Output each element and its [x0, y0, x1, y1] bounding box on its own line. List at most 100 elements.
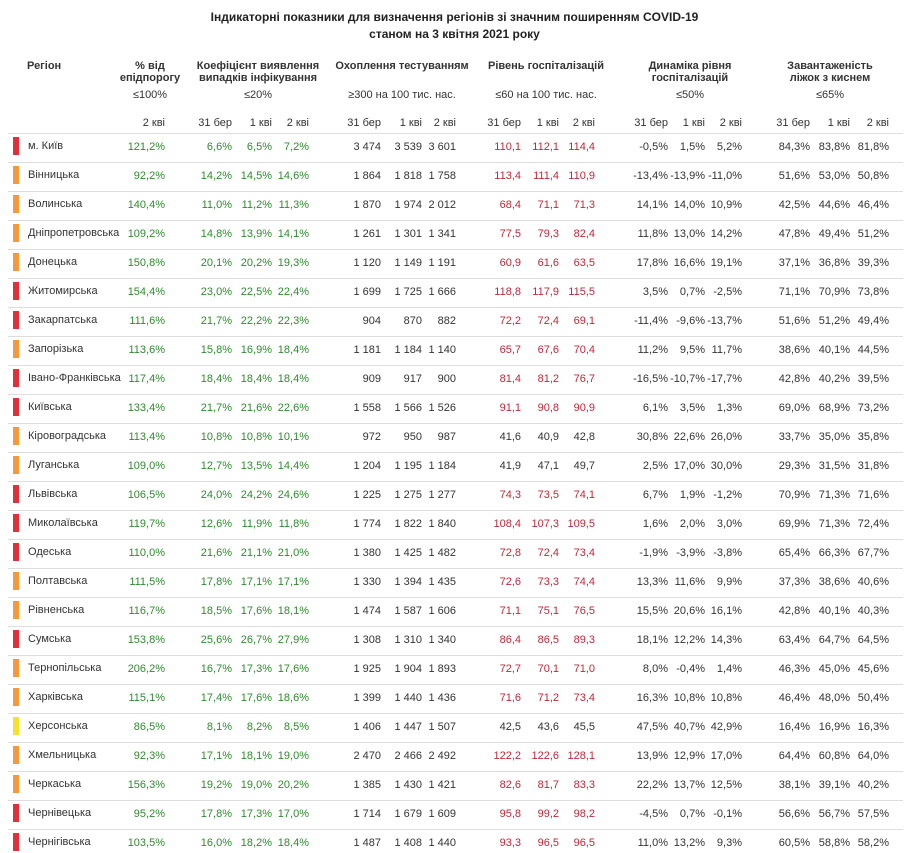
cell: 19,3%	[277, 257, 309, 269]
cell: 92,2%	[133, 170, 165, 182]
cell: 110,1	[494, 141, 521, 153]
cell: 71,3%	[818, 518, 850, 530]
cell: 18,1%	[240, 750, 272, 762]
cell: 1 818	[394, 170, 422, 182]
cell: 60,9	[499, 257, 521, 269]
cell: 1 341	[428, 228, 456, 240]
cell: 86,4	[499, 634, 521, 646]
cell: 18,2%	[240, 837, 272, 849]
cell: 109,2%	[127, 228, 165, 240]
cell: -16,5%	[633, 373, 668, 385]
cell: 46,4%	[778, 692, 810, 704]
cell: -0,5%	[639, 141, 668, 153]
row-line	[8, 510, 903, 511]
cell: 17,6%	[240, 605, 272, 617]
cell: 11,0%	[637, 837, 668, 849]
cell: 42,5	[499, 721, 521, 733]
subtitle: станом на 3 квітня 2021 року	[369, 27, 540, 41]
cell: -9,6%	[676, 315, 705, 327]
cell: 90,8	[537, 402, 559, 414]
cell: 40,3%	[857, 605, 889, 617]
region: Миколаївська	[28, 517, 98, 529]
cell: 93,3	[499, 837, 521, 849]
cell: 58,8%	[818, 837, 850, 849]
cell: 74,1	[573, 489, 595, 501]
region-header: Регіон	[27, 60, 62, 72]
cell: 37,1%	[778, 257, 810, 269]
region: Тернопільська	[28, 662, 102, 674]
cell: 40,1%	[818, 344, 850, 356]
region: Хмельницька	[28, 749, 97, 761]
cell: 16,0%	[200, 837, 232, 849]
cell: 49,4%	[818, 228, 850, 240]
cell: 1 609	[428, 808, 456, 820]
group-title: % від	[135, 60, 165, 72]
cell: 17,4%	[200, 692, 232, 704]
cell: 1 406	[353, 721, 381, 733]
cell: 1 679	[394, 808, 422, 820]
cell: 71,3%	[818, 489, 850, 501]
cell: 17,6%	[240, 692, 272, 704]
cell: 14,1%	[277, 228, 309, 240]
cell: 44,6%	[818, 199, 850, 211]
cell: 67,7%	[857, 547, 889, 559]
cell: 1 301	[394, 228, 422, 240]
cell: 107,3	[531, 518, 559, 530]
cell: 972	[362, 431, 381, 443]
cell: 1 277	[428, 489, 456, 501]
cell: 45,0%	[818, 663, 850, 675]
cell: 8,1%	[206, 721, 232, 733]
cell: 1 421	[428, 779, 456, 791]
cell: 8,2%	[246, 721, 272, 733]
row-line	[8, 742, 903, 743]
cell: 3 474	[353, 141, 381, 153]
cell: 86,5%	[133, 721, 165, 733]
region: Луганська	[28, 459, 80, 471]
cell: 82,4	[573, 228, 595, 240]
cell: 96,5	[537, 837, 559, 849]
row-line	[8, 249, 903, 250]
cell: 116,7%	[128, 605, 166, 617]
cell: 1 430	[394, 779, 422, 791]
status-marker	[13, 311, 19, 329]
cell: 22,2%	[636, 779, 668, 791]
cell: 18,5%	[200, 605, 232, 617]
cell: 1 120	[353, 257, 381, 269]
cell: 882	[437, 315, 456, 327]
period: 1 кві	[399, 117, 422, 129]
cell: 47,1	[537, 460, 559, 472]
cell: -2,5%	[713, 286, 742, 298]
cell: 46,4%	[857, 199, 889, 211]
cell: 1 822	[394, 518, 422, 530]
cell: 51,2%	[857, 228, 889, 240]
cell: 72,4	[537, 547, 559, 559]
region: Чернівецька	[28, 807, 92, 819]
group-title: Коефіцієнт виявлення	[196, 60, 320, 72]
cell: 42,8%	[778, 373, 810, 385]
cell: 64,0%	[857, 750, 889, 762]
row-line	[8, 162, 903, 163]
cell: 12,9%	[673, 750, 705, 762]
cell: 18,4%	[277, 373, 309, 385]
cell: 96,5	[573, 837, 595, 849]
cell: 14,2%	[200, 170, 232, 182]
region: Київська	[28, 401, 72, 413]
cell: 11,2%	[241, 199, 272, 211]
cell: 1 191	[428, 257, 456, 269]
cell: 81,8%	[857, 141, 889, 153]
cell: 16,3%	[857, 721, 889, 733]
cell: 1 474	[353, 605, 381, 617]
cell: 39,3%	[857, 257, 889, 269]
cell: 106,5%	[127, 489, 165, 501]
cell: 26,0%	[710, 431, 742, 443]
status-marker	[13, 659, 19, 677]
cell: 0,7%	[679, 808, 705, 820]
cell: 14,2%	[710, 228, 742, 240]
cell: 26,7%	[240, 634, 272, 646]
cell: 114,4	[568, 141, 595, 153]
region: Одеська	[28, 546, 72, 558]
status-marker	[13, 746, 19, 764]
cell: 73,4	[573, 692, 595, 704]
cell: 64,7%	[818, 634, 850, 646]
cell: 72,4	[537, 315, 559, 327]
